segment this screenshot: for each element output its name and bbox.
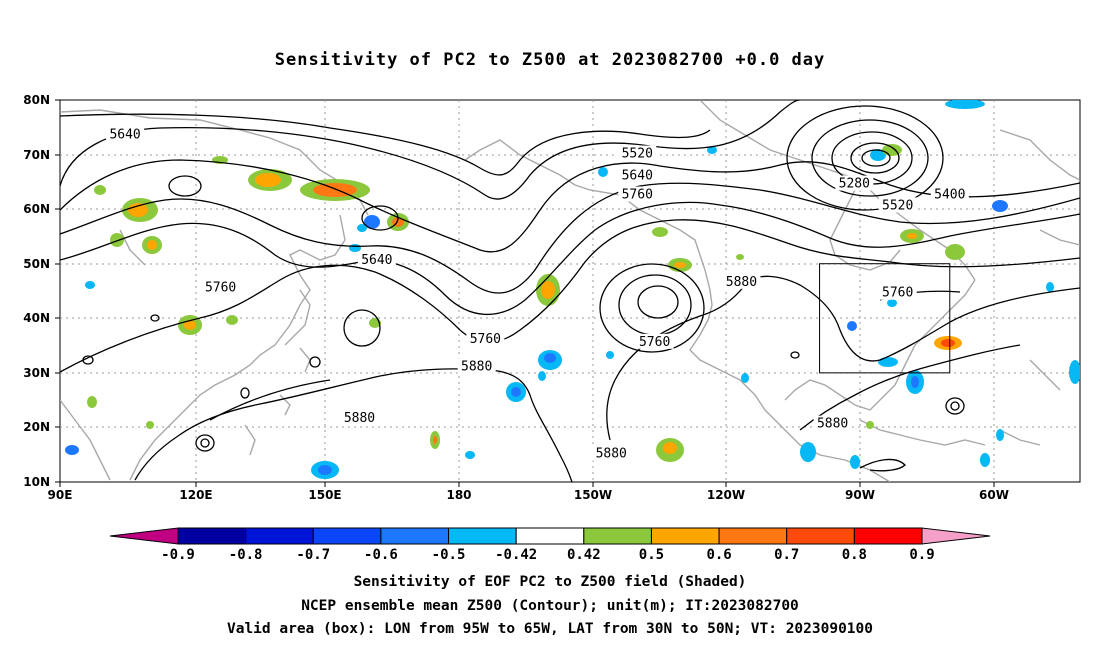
colorbar: -0.9 -0.8 -0.7 -0.6 -0.5 -0.42 0.42 0.5 0.6 0.7 0.… — [109, 527, 991, 563]
lon-label-90w: 90W — [845, 488, 875, 502]
sensitivity-shading — [65, 100, 1080, 479]
lat-label-40n: 40N — [23, 311, 50, 325]
colorbar-swatch — [312, 527, 382, 545]
contour-label-bg — [722, 273, 761, 289]
lon-label-60w: 60W — [979, 488, 1009, 502]
lat-label-20n: 20N — [23, 420, 50, 434]
lat-label-50n: 50N — [23, 257, 50, 271]
contour-label-bg — [635, 333, 674, 349]
colorbar-swatch — [786, 527, 855, 545]
footer-line-2: NCEP ensemble mean Z500 (Contour); unit(… — [301, 598, 799, 614]
contour-label-bg — [813, 415, 852, 431]
contour-label-bg — [878, 284, 917, 300]
colorbar-low-arrow — [109, 527, 179, 545]
graticule-grid — [60, 100, 1080, 482]
contour-label-bg — [592, 445, 631, 461]
footer-line-3: Valid area (box): LON from 95W to 65W, L… — [226, 621, 873, 637]
colorbar-swatch — [515, 527, 585, 545]
latitude-axis: 80N 70N 60N 50N 40N 30N 20N 10N — [23, 93, 60, 489]
lat-label-10n: 10N — [23, 475, 50, 489]
colorbar-swatch — [448, 527, 517, 545]
lon-label-180: 180 — [446, 488, 471, 502]
lat-label-70n: 70N — [23, 148, 50, 162]
colorbar-swatch — [650, 527, 720, 545]
colorbar-label: 0.5 — [639, 547, 664, 563]
contour-label: 5640 — [109, 127, 140, 142]
colorbar-label: -0.7 — [296, 547, 330, 563]
footer-line-1: Sensitivity of EOF PC2 to Z500 field (Sh… — [353, 574, 747, 590]
colorbar-swatch — [380, 527, 450, 545]
colorbar-label: -0.9 — [161, 547, 195, 563]
contour-label: 5880 — [726, 275, 757, 290]
contour-label-bg — [201, 279, 240, 295]
colorbar-swatch — [853, 527, 923, 545]
contour-label: 5880 — [461, 359, 492, 374]
contour-label-bg — [618, 186, 657, 202]
colorbar-label: -0.8 — [229, 547, 263, 563]
colorbar-label: 0.8 — [842, 547, 867, 563]
contour-label: 5280 — [839, 177, 870, 192]
lon-label-150e: 150E — [308, 488, 341, 502]
contour-label: 5760 — [882, 286, 913, 301]
contour-label-bg — [466, 331, 505, 347]
contour-label: 5520 — [882, 198, 913, 213]
contour-label: 5640 — [622, 168, 653, 183]
contour-label: 5400 — [934, 188, 965, 203]
colorbar-label: 0.6 — [706, 547, 731, 563]
colorbar-label: -0.6 — [364, 547, 398, 563]
contour-labels: 5640 5520 5640 5760 5280 5520 5400 5640 5760 5880… — [106, 126, 969, 462]
lon-label-150w: 150W — [574, 488, 612, 502]
contour-label-bg — [340, 410, 379, 426]
colorbar-swatch — [583, 527, 652, 545]
contour-label-bg — [878, 197, 917, 213]
longitude-axis: 90E 120E 150E 180 150W 120W 90W 60W — [48, 482, 1009, 502]
colorbar-label: 0.42 — [567, 547, 601, 563]
map-title: Sensitivity of PC2 to Z500 at 2023082700… — [274, 50, 826, 70]
colorbar-label: 0.9 — [909, 547, 934, 563]
contour-label: 5760 — [205, 280, 236, 295]
contour-label-bg — [106, 126, 145, 142]
colorbar-label: -0.42 — [495, 547, 537, 563]
valid-area-box — [819, 263, 951, 374]
lat-label-30n: 30N — [23, 366, 50, 380]
lat-label-60n: 60N — [23, 202, 50, 216]
contour-label-bg — [618, 167, 657, 183]
colorbar-swatch — [177, 527, 247, 545]
colorbar-label: -0.5 — [432, 547, 466, 563]
colorbar-swatch — [245, 527, 314, 545]
contour-label-bg — [457, 358, 496, 374]
lon-label-120e: 120E — [179, 488, 212, 502]
contour-label: 5760 — [622, 188, 653, 203]
lon-label-120w: 120W — [707, 488, 745, 502]
contour-label: 5880 — [817, 417, 848, 432]
colorbar-label: 0.7 — [774, 547, 799, 563]
contour-label-bg — [835, 175, 874, 191]
contour-label: 5880 — [344, 411, 375, 426]
contour-label: 5760 — [639, 335, 670, 350]
contour-label: 5760 — [470, 332, 501, 347]
lat-label-80n: 80N — [23, 93, 50, 107]
lon-label-90e: 90E — [48, 488, 73, 502]
contour-label-bg — [357, 251, 396, 267]
colorbar-high-arrow — [921, 527, 991, 545]
contour-label: 5880 — [596, 447, 627, 462]
contour-label-bg — [618, 145, 657, 161]
contour-label-bg — [930, 186, 969, 202]
contour-label: 5640 — [361, 253, 392, 268]
colorbar-swatch — [718, 527, 788, 545]
contour-label: 5520 — [622, 147, 653, 162]
